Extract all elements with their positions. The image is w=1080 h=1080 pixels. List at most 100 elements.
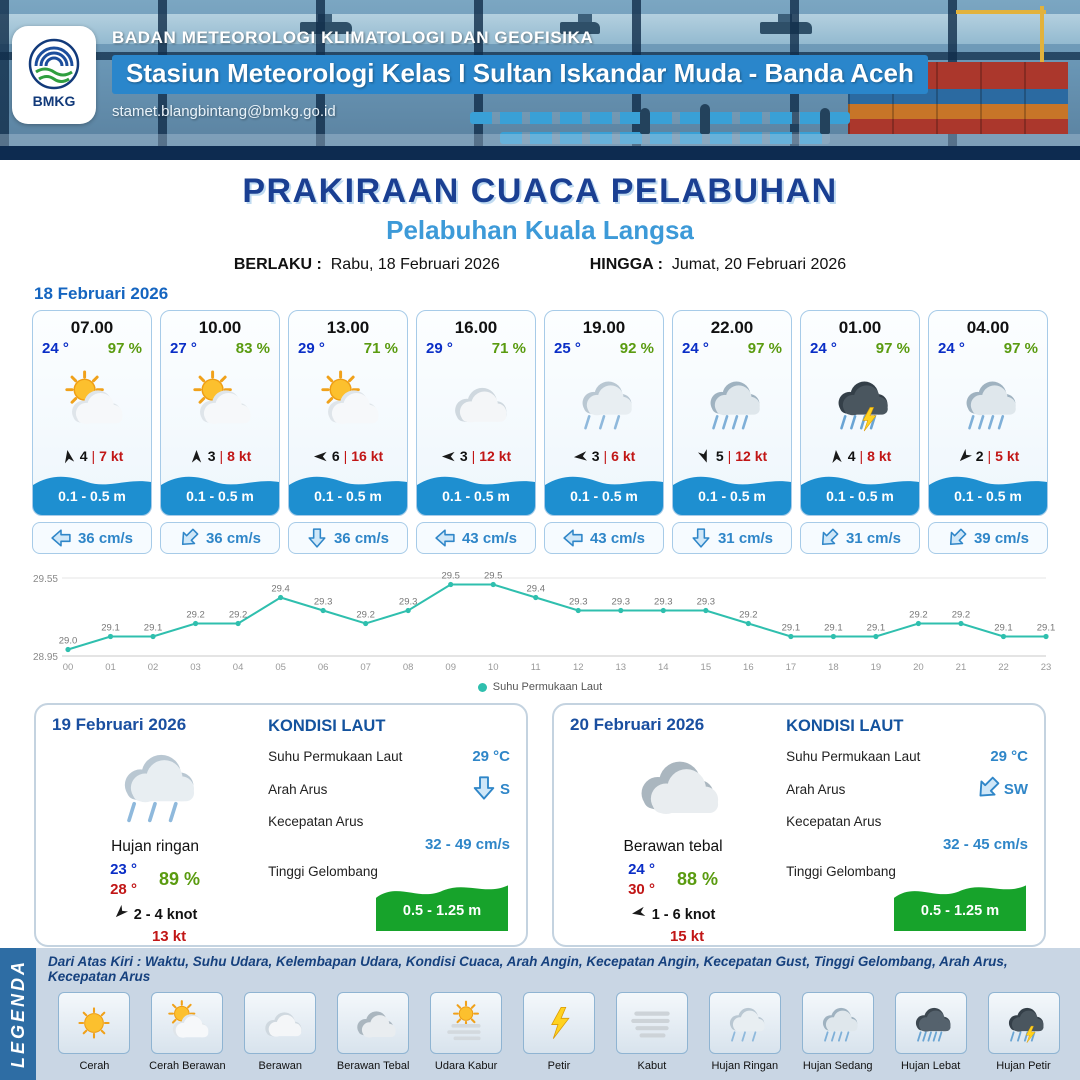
legend-item: Hujan Ringan — [698, 992, 791, 1072]
wave-shape-icon — [929, 476, 1047, 515]
forecast-wave-height: 0.1 - 0.5 m — [954, 488, 1022, 504]
forecast-wind: 2 | 5 kt — [957, 448, 1019, 464]
forecast-column: 04.00 24 ° 97 % 2 | 5 kt 0.1 - 0.5 m 39 … — [928, 310, 1048, 554]
forecast-time: 22.00 — [710, 318, 754, 337]
forecast-column: 13.00 29 ° 71 % 6 | 16 kt 0.1 - 0.5 m 36… — [288, 310, 408, 554]
daily-wind: 2 - 4 knot — [113, 904, 198, 924]
forecast-wind-gust: 16 kt — [351, 448, 384, 464]
legend-item: Petir — [513, 992, 606, 1072]
legend-icon-tile — [244, 992, 317, 1054]
legend-item: Hujan Petir — [977, 992, 1070, 1072]
forecast-current: 31 cm/s — [800, 522, 920, 554]
legend-dot-icon — [477, 682, 487, 692]
sea-sst-label: Suhu Permukaan Laut — [786, 749, 921, 764]
weather-icon-berawan — [265, 1012, 302, 1037]
wave-shape-icon — [801, 476, 919, 515]
wind-direction-arrow — [191, 449, 201, 463]
forecast-wave: 0.1 - 0.5 m — [289, 469, 407, 515]
forecast-card: 19.00 25 ° 92 % 3 | 6 kt 0.1 - 0.5 m — [544, 310, 664, 516]
weather-icon-hujan-sedang — [966, 381, 1016, 429]
sea-current-dir-value: SW — [1003, 781, 1028, 798]
forecast-column: 01.00 24 ° 97 % 4 | 8 kt 0.1 - 0.5 m 31 … — [800, 310, 920, 554]
weather-icon-hujan-petir — [1008, 1007, 1044, 1043]
wind-direction-arrow — [115, 904, 128, 918]
forecast-current-speed: 36 cm/s — [77, 529, 134, 547]
svg-text:23: 23 — [1041, 662, 1052, 673]
legend-item: Udara Kabur — [420, 992, 513, 1072]
svg-text:01: 01 — [105, 662, 116, 673]
sea-conditions-title: KONDISI LAUT — [786, 717, 904, 735]
floor-decor — [0, 134, 1080, 146]
daily-wind-range: 2 - 4 knot — [133, 906, 198, 923]
svg-text:29.2: 29.2 — [952, 610, 971, 621]
svg-text:08: 08 — [403, 662, 414, 673]
forecast-current: 43 cm/s — [544, 522, 664, 554]
forecast-wave-height: 0.1 - 0.5 m — [826, 488, 894, 504]
header-banner: BMKG BADAN METEOROLOGI KLIMATOLOGI DAN G… — [0, 0, 1080, 160]
sea-sst-label: Suhu Permukaan Laut — [268, 749, 403, 764]
forecast-current: 31 cm/s — [672, 522, 792, 554]
wind-direction-arrow — [631, 906, 646, 917]
forecast-wave: 0.1 - 0.5 m — [801, 469, 919, 515]
forecast-wind-speed: 2 — [975, 448, 984, 464]
current-direction-arrow — [472, 776, 496, 803]
forecast-column: 07.00 24 ° 97 % 4 | 7 kt 0.1 - 0.5 m 36 … — [32, 310, 152, 554]
svg-text:00: 00 — [63, 662, 74, 673]
daily-gust: 13 kt — [151, 928, 187, 945]
sea-wave-row: Tinggi Gelombang — [786, 864, 1028, 879]
forecast-wind: 6 | 16 kt — [313, 448, 383, 464]
svg-text:20: 20 — [913, 662, 924, 673]
wave-shape-icon — [161, 476, 279, 515]
legend-items-row: Cerah Cerah Berawan Berawan Berawan Teba… — [48, 992, 1070, 1072]
svg-text:18: 18 — [828, 662, 839, 673]
sea-conditions-title: KONDISI LAUT — [268, 717, 386, 735]
svg-text:07: 07 — [360, 662, 371, 673]
svg-text:19: 19 — [871, 662, 882, 673]
forecast-temp: 24 ° — [42, 340, 69, 357]
legend-vertical-bar: LEGENDA — [0, 948, 36, 1080]
daily-left-panel: 19 Februari 2026 Hujan ringan 23 ° 28 ° … — [52, 715, 258, 945]
sea-current-speed-label: Kecepatan Arus — [268, 814, 364, 829]
daily-temps: 23 ° 28 ° 89 % — [110, 861, 200, 898]
person-silhouette — [700, 104, 710, 134]
legend-item: Hujan Sedang — [791, 992, 884, 1072]
port-name: Pelabuhan Kuala Langsa — [386, 215, 694, 245]
daily-forecast-card-2: 20 Februari 2026 Berawan tebal 24 ° 30 °… — [552, 703, 1046, 947]
forecast-temp: 29 ° — [426, 340, 453, 357]
forecast-card: 16.00 29 ° 71 % 3 | 12 kt 0.1 - 0.5 m — [416, 310, 536, 516]
valid-until: HINGGA : Jumat, 20 Februari 2026 — [589, 256, 847, 273]
forecast-column: 16.00 29 ° 71 % 3 | 12 kt 0.1 - 0.5 m 43… — [416, 310, 536, 554]
legend-item-label: Kabut — [637, 1060, 667, 1072]
sea-current-speed-row: Kecepatan Arus — [268, 814, 510, 829]
sea-current-speed-value: 32 - 49 cm/s — [424, 836, 510, 853]
current-direction-arrow — [51, 529, 71, 547]
forecast-wind-gust: 12 kt — [479, 448, 512, 464]
svg-text:29.1: 29.1 — [782, 623, 801, 634]
svg-text:29.1: 29.1 — [1037, 623, 1056, 634]
svg-text:29.3: 29.3 — [314, 597, 333, 608]
valid-from: BERLAKU : Rabu, 18 Februari 2026 — [233, 256, 500, 273]
forecast-column: 10.00 27 ° 83 % 3 | 8 kt 0.1 - 0.5 m 36 … — [160, 310, 280, 554]
svg-text:29.3: 29.3 — [612, 597, 631, 608]
current-direction-arrow — [692, 528, 710, 548]
forecast-card: 22.00 24 ° 97 % 5 | 12 kt 0.1 - 0.5 m — [672, 310, 792, 516]
current-direction-arrow — [949, 528, 967, 546]
weather-icon-kabut — [631, 1011, 670, 1038]
wave-shape-icon — [376, 885, 508, 931]
daily-date: 20 Februari 2026 — [570, 715, 705, 734]
current-direction-arrow — [976, 776, 1000, 803]
svg-text:29.3: 29.3 — [697, 597, 716, 608]
forecast-wave-height: 0.1 - 0.5 m — [570, 488, 638, 504]
wave-shape-icon — [673, 476, 791, 515]
forecast-wave: 0.1 - 0.5 m — [545, 469, 663, 515]
crane-decor — [956, 6, 1046, 76]
daily-forecast-card-1: 19 Februari 2026 Hujan ringan 23 ° 28 ° … — [34, 703, 528, 947]
sea-wave-row: Tinggi Gelombang — [268, 864, 510, 879]
weather-icon-udara-kabur — [447, 1000, 481, 1041]
sea-wave-label: Tinggi Gelombang — [268, 864, 378, 879]
daily-wind-range: 1 - 6 knot — [651, 906, 716, 923]
wave-shape-icon — [894, 885, 1026, 931]
weather-icon-hujan-ringan — [124, 754, 195, 823]
forecast-wave: 0.1 - 0.5 m — [33, 469, 151, 515]
legend-item-label: Hujan Petir — [996, 1060, 1051, 1072]
